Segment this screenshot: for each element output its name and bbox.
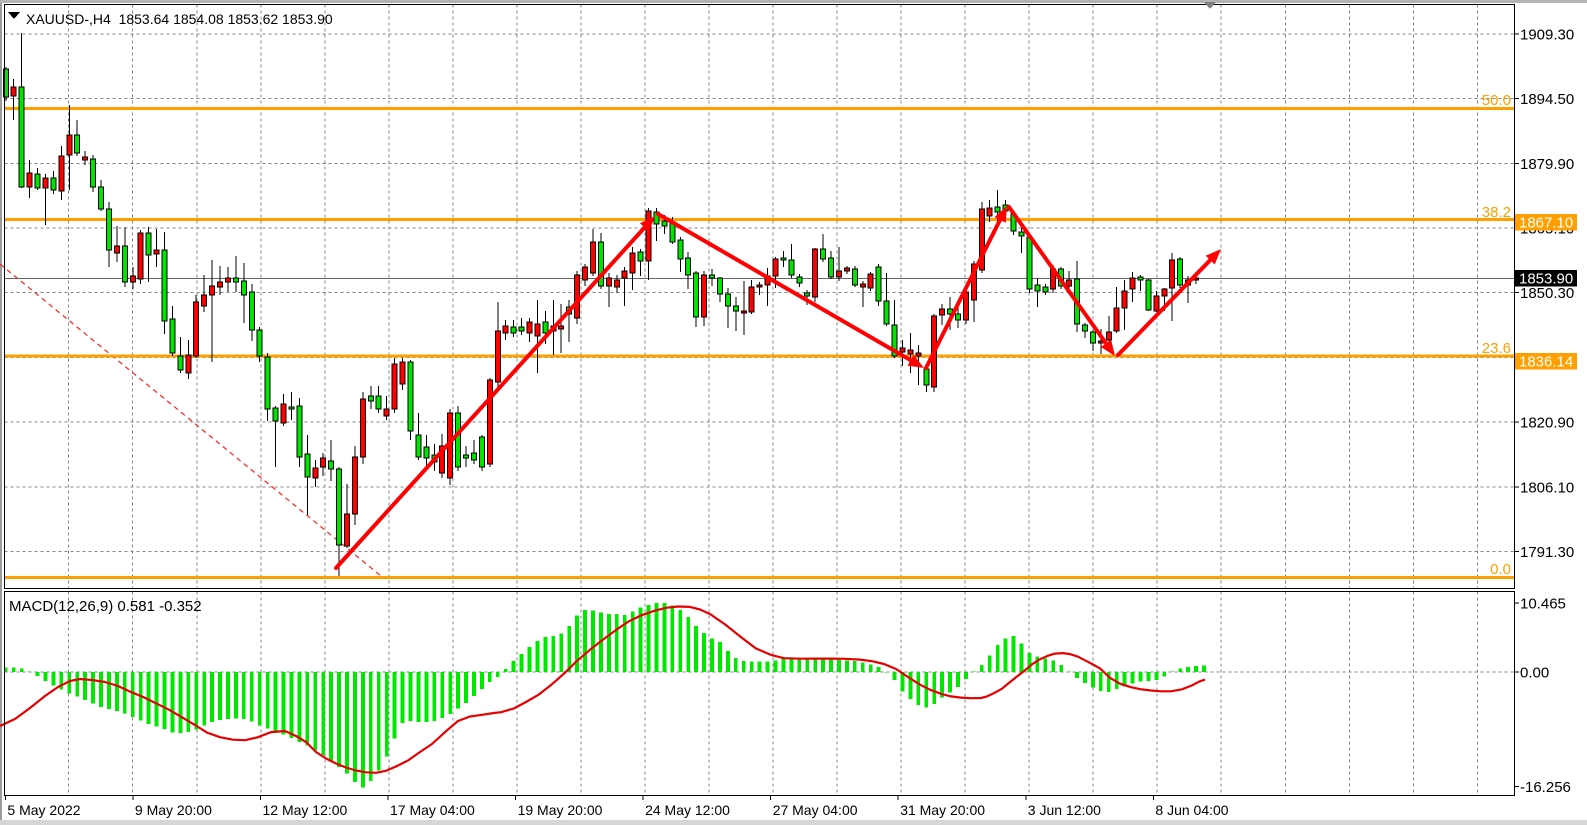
- svg-text:9 May 20:00: 9 May 20:00: [135, 802, 212, 818]
- svg-text:12 May 12:00: 12 May 12:00: [263, 802, 348, 818]
- svg-text:1867.10: 1867.10: [1519, 215, 1573, 232]
- svg-text:23.6: 23.6: [1482, 340, 1511, 357]
- svg-text:3 Jun 12:00: 3 Jun 12:00: [1028, 802, 1101, 818]
- svg-text:1791.30: 1791.30: [1520, 544, 1574, 561]
- svg-text:0.00: 0.00: [1520, 665, 1549, 682]
- svg-text:1894.50: 1894.50: [1520, 91, 1574, 108]
- svg-text:50.0: 50.0: [1482, 92, 1511, 109]
- svg-text:1806.10: 1806.10: [1520, 479, 1574, 496]
- svg-text:31 May 20:00: 31 May 20:00: [900, 802, 985, 818]
- svg-text:MACD(12,26,9) 0.581 -0.352: MACD(12,26,9) 0.581 -0.352: [9, 598, 202, 615]
- svg-text:1820.90: 1820.90: [1520, 415, 1574, 432]
- svg-text:1850.30: 1850.30: [1520, 285, 1574, 302]
- svg-text:38.2: 38.2: [1482, 204, 1511, 221]
- svg-text:17 May 04:00: 17 May 04:00: [390, 802, 475, 818]
- svg-text:19 May 20:00: 19 May 20:00: [518, 802, 603, 818]
- svg-text:0.0: 0.0: [1490, 561, 1511, 578]
- svg-text:1909.30: 1909.30: [1520, 26, 1574, 43]
- svg-text:1853.90: 1853.90: [1519, 271, 1573, 288]
- svg-text:XAUUSD-,H4 1853.64 1854.08 18: XAUUSD-,H4 1853.64 1854.08 1853.62 1853.…: [26, 11, 333, 27]
- svg-text:1879.90: 1879.90: [1520, 156, 1574, 173]
- svg-text:10.465: 10.465: [1520, 596, 1566, 613]
- svg-text:8 Jun 04:00: 8 Jun 04:00: [1155, 802, 1228, 818]
- svg-text:-16.256: -16.256: [1520, 779, 1571, 796]
- svg-text:5 May 2022: 5 May 2022: [7, 802, 80, 818]
- svg-text:27 May 04:00: 27 May 04:00: [773, 802, 858, 818]
- svg-text:1836.14: 1836.14: [1519, 354, 1573, 371]
- svg-text:24 May 12:00: 24 May 12:00: [645, 802, 730, 818]
